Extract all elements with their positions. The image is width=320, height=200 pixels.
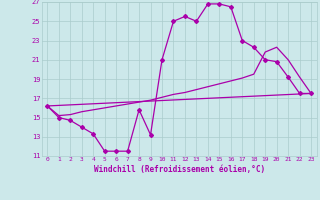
X-axis label: Windchill (Refroidissement éolien,°C): Windchill (Refroidissement éolien,°C): [94, 165, 265, 174]
